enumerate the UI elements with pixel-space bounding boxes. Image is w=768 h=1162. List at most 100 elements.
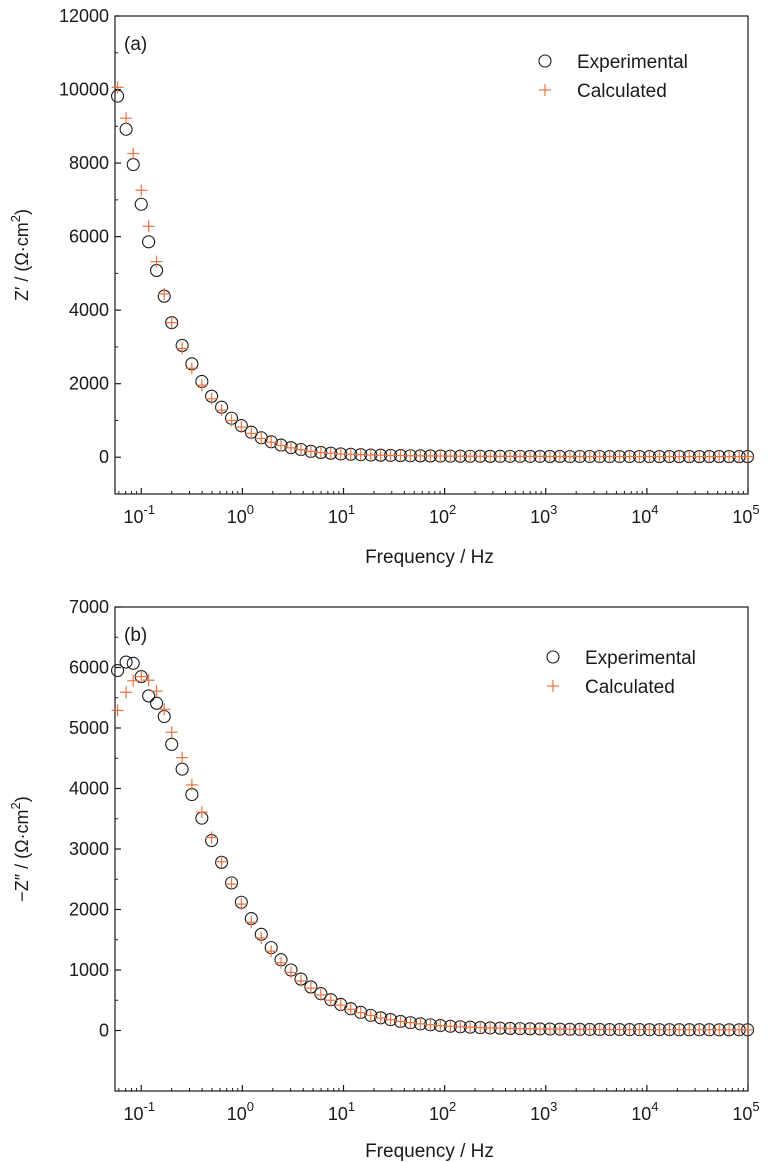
- data-point-calculated: [215, 404, 228, 417]
- data-point-calculated: [235, 421, 248, 434]
- y-tick-label: 4000: [69, 300, 109, 320]
- data-point-calculated: [205, 831, 218, 844]
- panel-label: (a): [124, 34, 147, 55]
- data-point-calculated: [741, 1023, 754, 1036]
- x-tick-label: 101: [328, 502, 355, 527]
- data-point-calculated: [150, 685, 163, 698]
- data-point-calculated: [165, 316, 178, 329]
- data-point-calculated: [434, 450, 447, 463]
- data-point-calculated: [314, 988, 327, 1001]
- y-axis-label: Z′ / (Ω·cm2): [8, 209, 32, 301]
- series-calculated: [111, 81, 754, 463]
- y-tick-label: 3000: [69, 839, 109, 859]
- y-tick-label: 1000: [69, 960, 109, 980]
- data-point-calculated: [464, 450, 477, 463]
- data-point-experimental: [175, 762, 189, 776]
- data-point-calculated: [225, 878, 238, 891]
- plot-frame: [114, 15, 749, 495]
- y-tick-label: 8000: [69, 153, 109, 173]
- x-tick-label: 10-1: [123, 502, 155, 527]
- data-point-calculated: [314, 446, 327, 459]
- y-tick-label: 12000: [59, 6, 109, 26]
- data-point-calculated: [215, 855, 228, 868]
- x-axis-label: Frequency / Hz: [365, 1141, 494, 1162]
- data-point-experimental: [546, 650, 560, 664]
- data-point-calculated: [142, 220, 155, 233]
- data-point-calculated: [275, 439, 288, 452]
- data-point-calculated: [334, 999, 347, 1012]
- data-point-calculated: [150, 255, 163, 268]
- data-point-calculated: [547, 680, 559, 692]
- data-point-calculated: [275, 956, 288, 969]
- data-point-calculated: [334, 447, 347, 460]
- data-point-calculated: [120, 112, 133, 125]
- legend-label: Calculated: [585, 677, 675, 698]
- data-point-calculated: [185, 362, 198, 375]
- data-point-calculated: [111, 81, 124, 94]
- data-point-calculated: [120, 686, 133, 699]
- data-point-calculated: [285, 441, 298, 454]
- data-point-calculated: [741, 450, 754, 463]
- data-point-calculated: [235, 898, 248, 911]
- legend: Experimental Calculated: [538, 52, 688, 102]
- data-point-calculated: [245, 427, 258, 440]
- data-point-calculated: [205, 392, 218, 405]
- x-axis-label: Frequency / Hz: [365, 547, 494, 568]
- data-point-calculated: [304, 982, 317, 995]
- data-point-experimental: [119, 655, 133, 669]
- data-point-calculated: [176, 751, 189, 764]
- data-point-calculated: [394, 1015, 407, 1028]
- y-tick-label: 2000: [69, 900, 109, 920]
- data-point-calculated: [464, 1021, 477, 1034]
- data-point-experimental: [126, 656, 140, 670]
- x-tick-label: 102: [429, 502, 456, 527]
- data-point-calculated: [142, 674, 155, 687]
- data-point-calculated: [127, 147, 140, 160]
- data-point-experimental: [126, 157, 140, 172]
- x-tick-label: 104: [631, 502, 658, 527]
- y-tick-label: 0: [99, 1021, 109, 1041]
- data-point-calculated: [673, 450, 686, 463]
- data-point-calculated: [185, 778, 198, 791]
- data-point-calculated: [304, 445, 317, 458]
- data-point-calculated: [195, 379, 208, 392]
- data-point-experimental: [150, 696, 164, 710]
- data-point-calculated: [404, 1016, 417, 1029]
- data-point-calculated: [135, 184, 148, 197]
- data-point-calculated: [225, 414, 238, 427]
- data-point-calculated: [324, 994, 337, 1007]
- data-point-calculated: [285, 966, 298, 979]
- data-point-calculated: [158, 703, 171, 716]
- data-point-calculated: [245, 916, 258, 929]
- data-point-calculated: [324, 447, 337, 460]
- data-point-calculated: [195, 806, 208, 819]
- legend: Experimental Calculated: [546, 648, 696, 698]
- x-tick-label: 105: [732, 502, 759, 527]
- data-point-experimental: [134, 197, 148, 211]
- data-point-calculated: [176, 342, 189, 355]
- y-tick-label: 2000: [69, 374, 109, 394]
- data-point-experimental: [111, 663, 125, 678]
- legend-label: Calculated: [577, 81, 667, 102]
- x-tick-label: 101: [328, 1099, 355, 1124]
- x-tick-label: 103: [530, 1099, 557, 1124]
- data-point-calculated: [294, 443, 307, 456]
- y-tick-label: 10000: [59, 80, 109, 100]
- data-point-experimental: [142, 689, 156, 703]
- data-point-calculated: [165, 726, 178, 739]
- panel-label: (b): [124, 625, 147, 646]
- data-point-calculated: [354, 448, 367, 461]
- data-point-calculated: [127, 674, 140, 687]
- data-point-calculated: [414, 1017, 427, 1030]
- data-point-calculated: [111, 704, 124, 717]
- series-experimental: [111, 89, 755, 464]
- y-tick-label: 7000: [69, 597, 109, 617]
- data-point-calculated: [265, 945, 278, 958]
- y-tick-label: 5000: [69, 718, 109, 738]
- data-point-calculated: [158, 287, 171, 300]
- chart-panel-b: 0 1000 2000 3000 4000 5000 6000 7000 10-1 100 101 1…: [8, 597, 760, 1162]
- data-point-experimental: [119, 122, 133, 136]
- y-tick-label: 0: [99, 447, 109, 467]
- data-point-calculated: [384, 1013, 397, 1026]
